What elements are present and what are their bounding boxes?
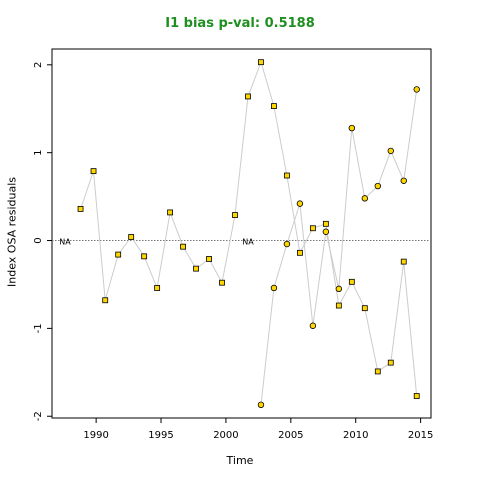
x-tick-label: 1995 — [148, 430, 173, 441]
data-point-square — [180, 243, 186, 250]
x-axis-label: Time — [226, 454, 254, 467]
data-point-square — [206, 256, 212, 262]
data-point-square — [348, 278, 355, 285]
data-point-square — [167, 209, 174, 216]
data-point-circle — [309, 322, 317, 329]
na-label: NA — [242, 238, 254, 247]
data-point-square — [309, 225, 316, 232]
na-label: NA — [59, 238, 71, 247]
y-tick-label: -1 — [33, 323, 44, 333]
data-point-square — [115, 251, 122, 258]
na-labels: NA NA — [59, 238, 254, 247]
data-point-square — [413, 393, 420, 399]
data-point-circle — [387, 147, 394, 155]
y-tick-label: 1 — [33, 149, 44, 155]
data-point-square — [297, 249, 303, 256]
series-line-circle — [260, 89, 418, 405]
data-point-circle — [283, 240, 291, 248]
data-point-square — [387, 359, 394, 366]
data-point-circle — [335, 285, 343, 293]
data-point-square — [374, 368, 381, 375]
y-axis-label: Index OSA residuals — [5, 177, 19, 287]
data-point-square — [141, 253, 148, 260]
data-point-square — [90, 168, 97, 175]
data-point-square — [128, 234, 135, 240]
data-point-square — [271, 103, 277, 110]
x-tick-label: 2005 — [278, 430, 303, 441]
x-tick-label: 1990 — [83, 430, 108, 441]
data-point-square — [361, 305, 368, 312]
data-point-square — [219, 279, 225, 286]
data-point-circle — [348, 124, 356, 132]
data-point-square — [400, 258, 407, 265]
x-tick-label: 2000 — [213, 430, 238, 441]
data-point-square — [322, 220, 329, 227]
plot-frame — [51, 48, 432, 419]
chart-title: I1 bias p-val: 0.5188 — [165, 16, 315, 31]
data-point-square — [154, 285, 161, 291]
data-point-circle — [413, 86, 420, 93]
data-point-square — [335, 302, 342, 309]
data-point-square — [77, 205, 84, 212]
data-point-square — [232, 212, 238, 218]
data-point-circle — [361, 195, 369, 202]
data-point-square — [193, 265, 199, 272]
x-tick-label: 2010 — [343, 430, 368, 441]
y-tick-label: 0 — [33, 237, 44, 243]
series-lines — [80, 60, 418, 405]
data-point-circle — [322, 228, 330, 235]
axes: 1990 1995 2000 2005 2010 2015 -2 -1 0 1 2 — [33, 62, 433, 441]
series-line-square — [80, 60, 418, 397]
data-point-square — [284, 172, 290, 179]
data-point-circle — [257, 401, 265, 409]
data-point-circle — [270, 284, 278, 292]
data-point-circle — [374, 182, 381, 190]
data-point-square — [102, 297, 109, 304]
data-point-square — [245, 93, 251, 100]
x-tick-label: 2015 — [408, 430, 433, 441]
data-point-square — [258, 59, 264, 66]
data-point-circle — [400, 177, 407, 184]
data-point-circle — [296, 200, 304, 207]
data-points — [77, 59, 420, 409]
y-tick-label: 2 — [33, 62, 44, 68]
y-tick-label: -2 — [33, 411, 44, 421]
